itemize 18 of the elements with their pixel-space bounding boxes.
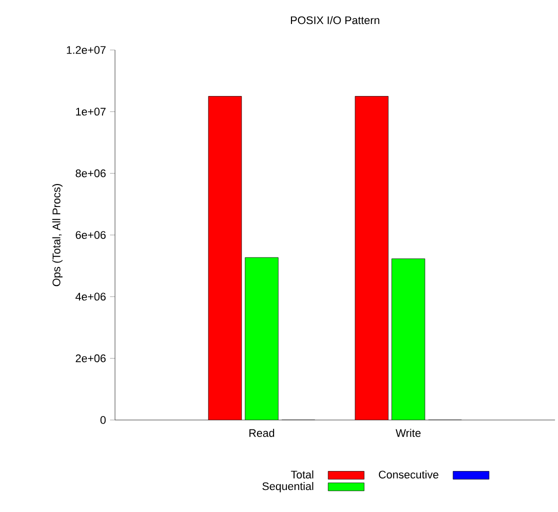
y-axis-title: Ops (Total, All Procs) (52, 184, 63, 286)
legend-label: Sequential (262, 482, 314, 492)
y-tick-label: 1.2e+07 (66, 46, 106, 54)
y-tick-label: 2e+06 (76, 354, 106, 362)
y-tick-label: 4e+06 (75, 292, 106, 301)
bar (245, 258, 278, 420)
legend-label: Consecutive (378, 470, 438, 479)
chart-title: POSIX I/O Pattern (290, 16, 380, 24)
bar (208, 96, 242, 420)
bar (392, 258, 426, 420)
x-tick-label: Read (249, 428, 274, 437)
legend-label: Total (290, 470, 314, 479)
x-tick-label: Write (396, 428, 421, 437)
y-tick-label: 6e+06 (76, 231, 106, 239)
y-tick-label: 0 (100, 416, 106, 424)
y-tick-label: 1e+07 (76, 108, 106, 116)
y-tick-label: 8e+06 (76, 169, 106, 178)
bar (354, 96, 388, 420)
